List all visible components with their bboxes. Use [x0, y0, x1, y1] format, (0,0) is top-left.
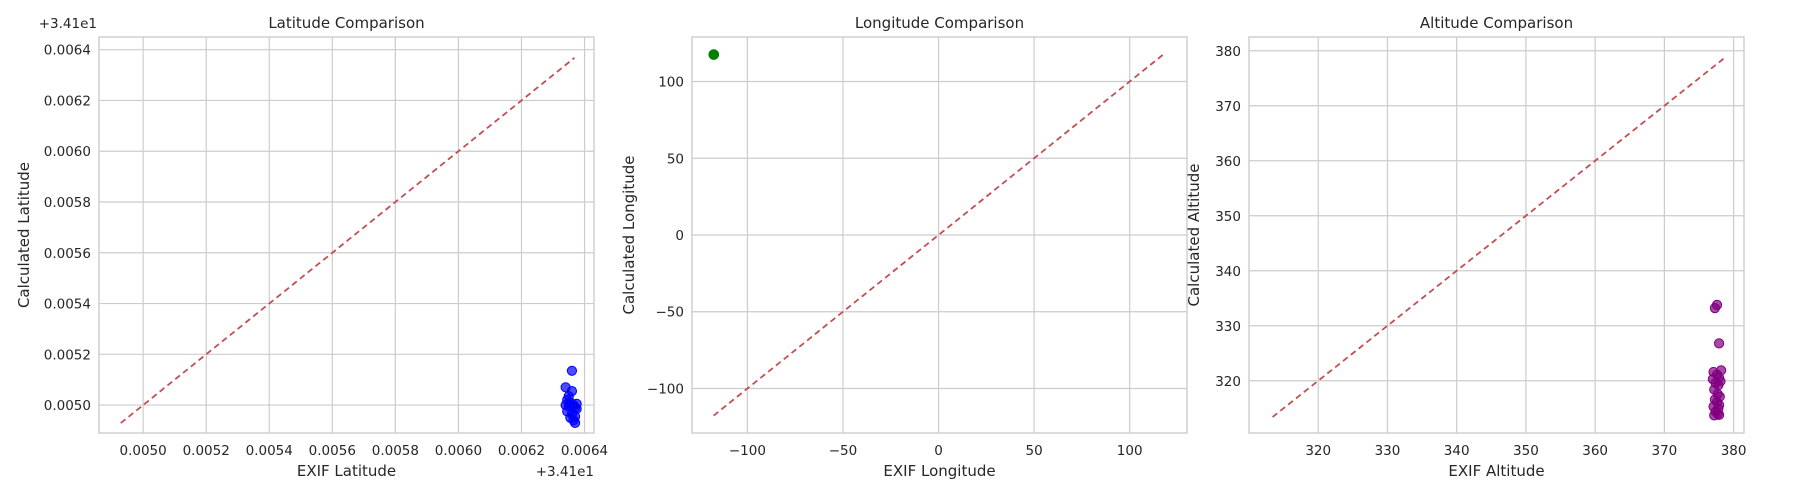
- y-axis-label: Calculated Longitude: [620, 156, 638, 315]
- plot-area: [99, 37, 594, 433]
- y-tick-label: 0.0064: [44, 43, 91, 59]
- x-tick-label: 320: [1305, 443, 1331, 459]
- x-tick-label: 0.0062: [498, 443, 545, 459]
- data-point: [1713, 338, 1725, 349]
- x-tick-label: 0.0064: [561, 443, 608, 459]
- y-tick-label: 0.0054: [44, 297, 91, 313]
- x-tick-label: 0.0060: [435, 443, 482, 459]
- y-axis-label: Calculated Altitude: [1185, 164, 1203, 307]
- y-tick-label: 0.0062: [44, 93, 91, 109]
- x-tick-label: 340: [1444, 443, 1470, 459]
- data-point: [560, 399, 571, 411]
- y-tick-label: 360: [1215, 154, 1241, 170]
- x-axis-label: EXIF Altitude: [1448, 462, 1544, 480]
- x-tick-label: 0.0056: [309, 443, 356, 459]
- x-tick-label: 0: [934, 443, 943, 459]
- y-tick-label: 340: [1215, 264, 1241, 280]
- reference-line: [120, 57, 576, 424]
- x-tick-label: 380: [1721, 443, 1747, 459]
- x-tick-label: 350: [1513, 443, 1539, 459]
- chart-panel-3: 320 330 340 350 360 370 380 320 330 340 350 360 370 3…: [1185, 14, 1747, 480]
- x-tick-label: 330: [1375, 443, 1401, 459]
- axes-frame: [98, 36, 595, 434]
- y-tick-label: −50: [656, 305, 685, 321]
- y-tick-label: 370: [1215, 99, 1241, 115]
- y-tick-label: 0.0058: [44, 195, 91, 211]
- x-tick-label: 100: [1117, 443, 1143, 459]
- x-tick-label: 0.0052: [183, 443, 230, 459]
- x-tick-label: 0.0050: [120, 443, 167, 459]
- y-tick-label: 0.0052: [44, 347, 91, 363]
- x-offset-label: +3.41e1: [536, 464, 594, 480]
- x-tick-label: 50: [1026, 443, 1043, 459]
- y-tick-label: 330: [1215, 319, 1241, 335]
- data-point: [571, 403, 582, 414]
- x-tick-label: 360: [1582, 443, 1608, 459]
- chart-panel-2: −100 −50 0 50 100 −100 −50 0 50 100 Longitude Comp…: [620, 14, 1188, 480]
- y-tick-label: 0.0056: [44, 246, 91, 262]
- chart-title: Longitude Comparison: [855, 14, 1024, 32]
- y-tick-label: 0.0060: [44, 144, 91, 160]
- y-tick-label: 0.0050: [44, 398, 91, 414]
- data-point: [708, 49, 719, 60]
- reference-line: [713, 53, 1164, 417]
- x-tick-label: −50: [829, 443, 858, 459]
- axes-frame: [1248, 36, 1745, 434]
- plot-area: [1249, 37, 1744, 433]
- data-point: [1709, 303, 1721, 314]
- axes-frame: [691, 36, 1188, 434]
- y-tick-label: 380: [1215, 44, 1241, 60]
- chart-title: Latitude Comparison: [268, 14, 424, 32]
- data-point: [569, 417, 581, 428]
- x-tick-label: 370: [1651, 443, 1677, 459]
- y-tick-label: 0: [675, 228, 684, 244]
- reference-line: [1271, 57, 1725, 418]
- x-axis-label: EXIF Latitude: [297, 462, 396, 480]
- x-tick-label: 0.0054: [246, 443, 293, 459]
- y-tick-label: 100: [658, 75, 684, 91]
- chart-panel-1: 0.0050 0.0052 0.0054 0.0056 0.0058 0.0060 0.00…: [15, 14, 608, 480]
- chart-title: Altitude Comparison: [1420, 14, 1573, 32]
- y-tick-label: −100: [647, 381, 684, 397]
- y-tick-label: 320: [1215, 374, 1241, 390]
- x-tick-label: −100: [729, 443, 766, 459]
- x-axis-label: EXIF Longitude: [883, 462, 995, 480]
- data-point: [1713, 409, 1725, 420]
- x-tick-label: 0.0058: [372, 443, 419, 459]
- y-offset-label: +3.41e1: [39, 16, 97, 32]
- data-point: [566, 365, 578, 376]
- y-tick-label: 350: [1215, 209, 1241, 225]
- y-axis-label: Calculated Latitude: [15, 162, 33, 308]
- y-tick-label: 50: [667, 151, 684, 167]
